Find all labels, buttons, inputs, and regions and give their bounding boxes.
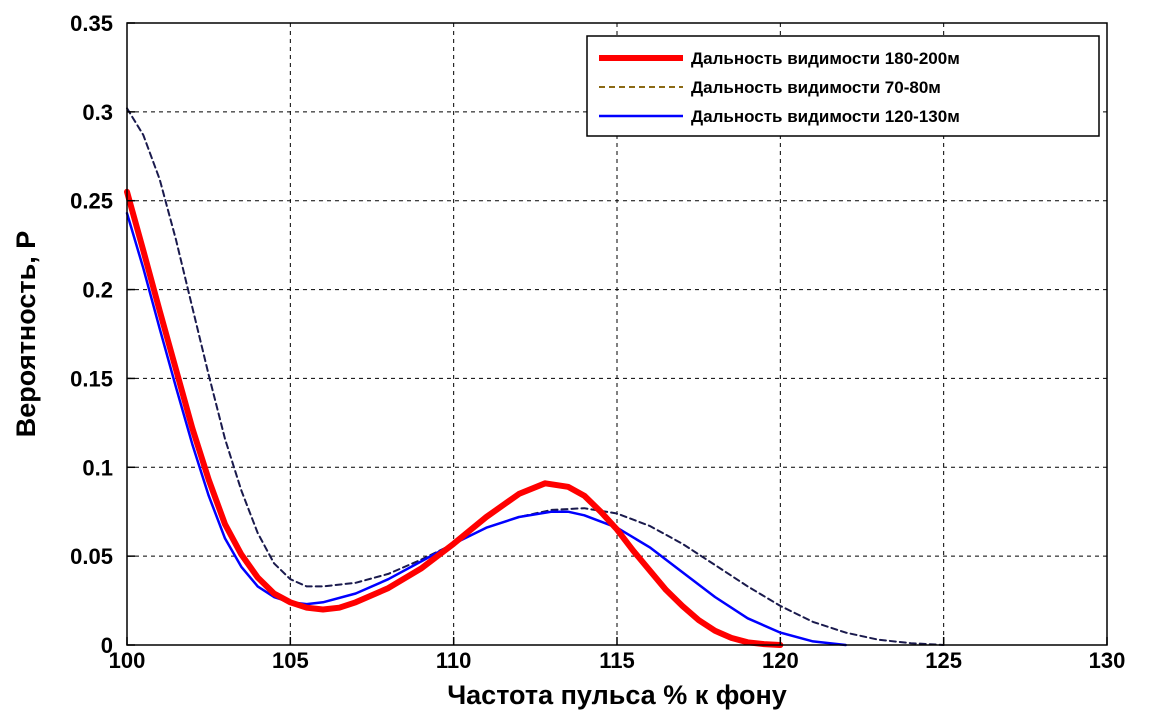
y-tick-label: 0.35	[70, 11, 113, 36]
y-axis-title: Вероятность, P	[11, 231, 41, 437]
x-tick-label: 130	[1089, 648, 1126, 673]
legend-label-2: Дальность видимости 70-80м	[691, 78, 941, 97]
legend-label-1: Дальность видимости 180-200м	[691, 49, 960, 68]
x-tick-label: 105	[272, 648, 309, 673]
y-tick-label: 0.1	[82, 455, 113, 480]
x-tick-label: 110	[436, 648, 472, 673]
legend: Дальность видимости 180-200м Дальность ви…	[586, 35, 1100, 137]
x-tick-label: 120	[762, 648, 799, 673]
x-axis-title: Частота пульса % к фону	[447, 680, 787, 710]
series-layer	[124, 107, 945, 648]
ticks: 100 105 110 115 120 125 130 0 0.05 0.1 0.15 0.2 0.25…	[70, 11, 1125, 673]
x-tick-label: 100	[109, 648, 146, 673]
y-tick-label: 0.2	[82, 278, 113, 303]
x-tick-label: 125	[925, 648, 962, 673]
series-line-3	[125, 211, 847, 647]
y-tick-label: 0.05	[70, 544, 113, 569]
y-tick-label: 0	[101, 633, 113, 658]
series-line-2	[126, 107, 945, 646]
legend-label-3: Дальность видимости 120-130м	[691, 107, 960, 126]
y-tick-label: 0.15	[70, 366, 113, 391]
series-line-1	[124, 188, 784, 648]
y-tick-label: 0.25	[70, 189, 113, 214]
x-tick-label: 115	[599, 648, 635, 673]
y-tick-label: 0.3	[82, 100, 113, 125]
